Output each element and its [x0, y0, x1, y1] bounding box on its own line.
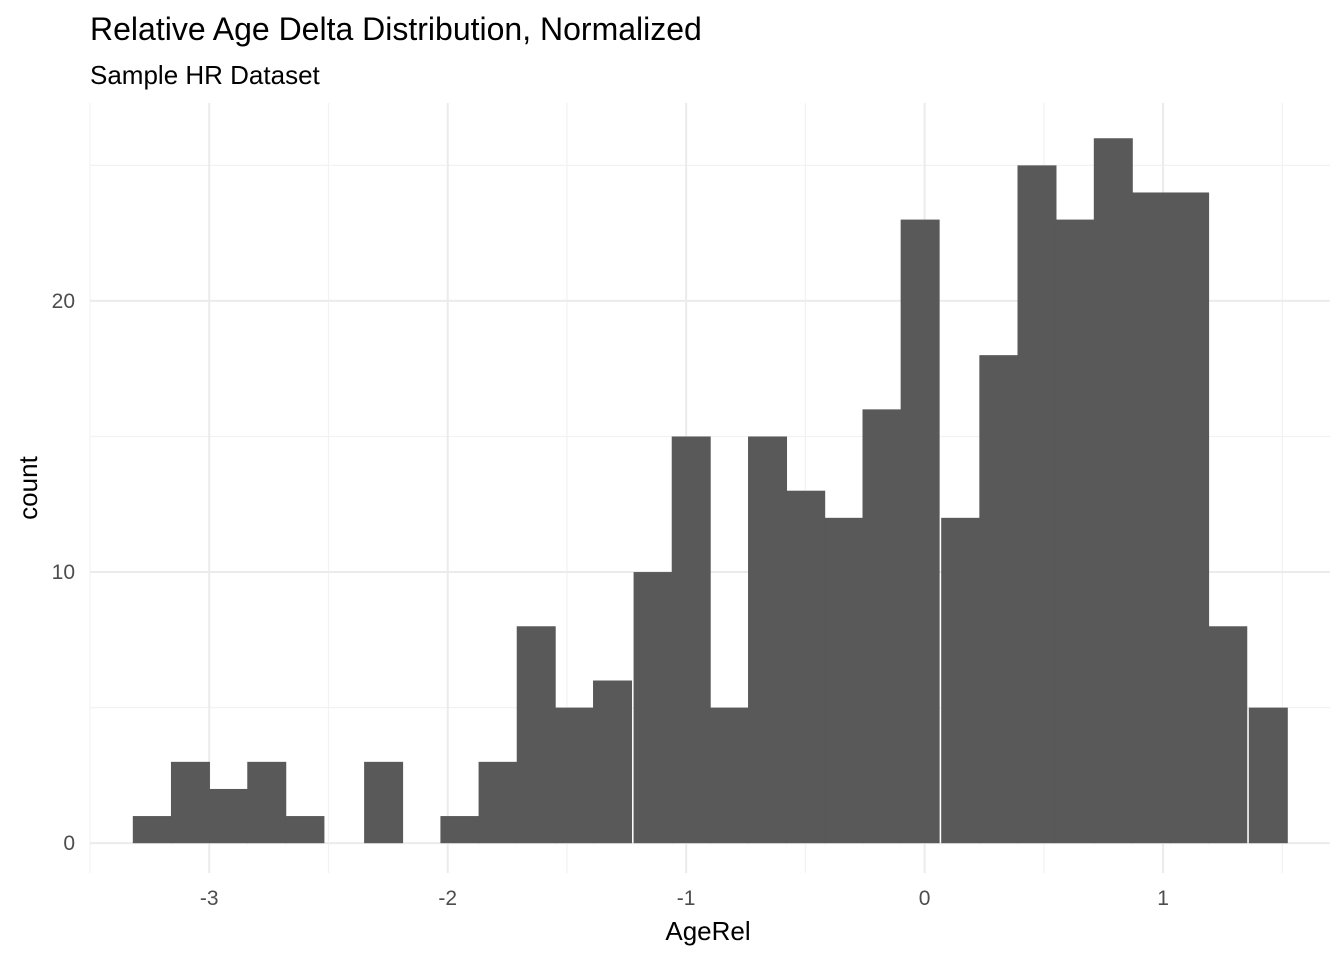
- histogram-bar: [1170, 192, 1210, 844]
- histogram-bar: [1131, 192, 1171, 844]
- histogram-bar: [900, 219, 940, 844]
- histogram-bar: [285, 816, 325, 844]
- x-tick-label: 0: [919, 887, 931, 910]
- histogram-bar: [1055, 219, 1095, 844]
- histogram-bar: [593, 680, 633, 844]
- x-axis-title: AgeRel: [665, 916, 750, 946]
- histogram-bar: [862, 409, 902, 844]
- histogram-bar: [1017, 165, 1057, 844]
- histogram-bar: [478, 761, 518, 844]
- histogram-bar: [709, 707, 749, 844]
- x-tick-label: -1: [677, 887, 696, 910]
- histogram-bar: [440, 816, 480, 844]
- chart-title: Relative Age Delta Distribution, Normali…: [90, 11, 702, 47]
- histogram-bar: [633, 572, 673, 844]
- histogram-bar: [247, 761, 287, 844]
- y-tick-label: 10: [52, 561, 75, 584]
- x-tick-label: -3: [200, 887, 219, 910]
- histogram-bar: [786, 490, 826, 844]
- histogram-bars: [132, 138, 1288, 844]
- y-tick-label: 0: [63, 832, 75, 855]
- histogram-bar: [1093, 138, 1133, 844]
- x-tick-label: 1: [1157, 887, 1169, 910]
- x-axis-tick-labels: -3 -2 -1 0 1: [200, 887, 1169, 910]
- histogram-bar: [824, 517, 864, 844]
- histogram-bar: [209, 788, 249, 844]
- histogram-bar: [170, 761, 210, 844]
- histogram-bar: [554, 707, 594, 844]
- histogram-bar: [364, 761, 404, 844]
- y-tick-label: 20: [52, 290, 75, 313]
- histogram-bar: [1248, 707, 1288, 844]
- histogram-bar: [671, 436, 711, 844]
- histogram-bar: [941, 517, 981, 844]
- histogram-bar: [979, 355, 1019, 844]
- histogram-bar: [516, 626, 556, 844]
- y-axis-tick-labels: 0 10 20: [52, 290, 75, 855]
- x-tick-label: -2: [438, 887, 457, 910]
- y-axis-title: count: [13, 455, 43, 519]
- histogram-bar: [132, 816, 172, 844]
- chart-subtitle: Sample HR Dataset: [90, 60, 321, 90]
- histogram-bar: [1208, 626, 1248, 844]
- histogram-bar: [748, 436, 788, 844]
